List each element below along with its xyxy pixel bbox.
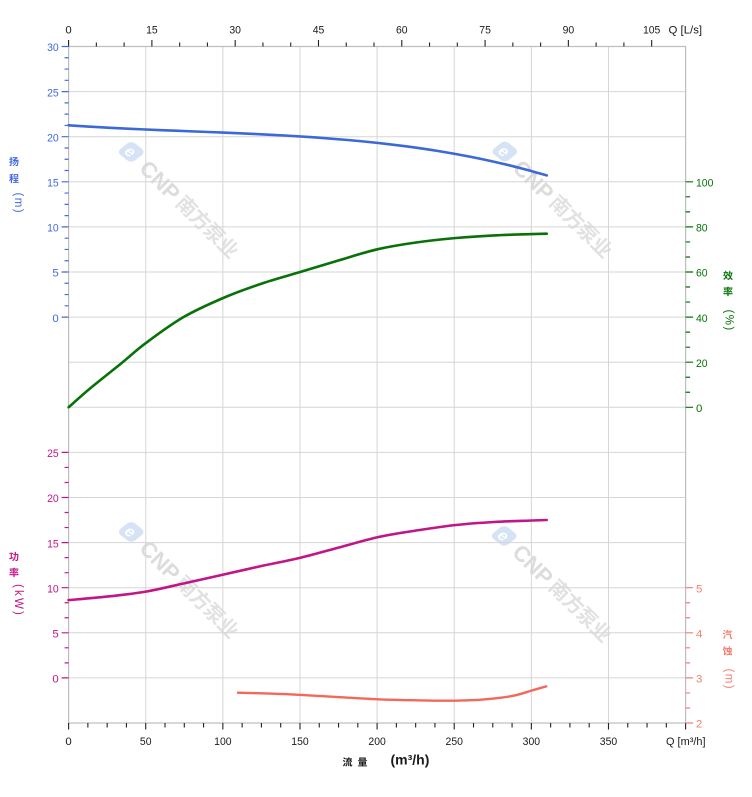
svg-text:200: 200 <box>368 736 385 748</box>
svg-text:30: 30 <box>47 42 59 54</box>
svg-text:(m): (m) <box>12 193 24 214</box>
svg-text:10: 10 <box>47 223 59 235</box>
svg-text:150: 150 <box>291 736 308 748</box>
svg-text:15: 15 <box>47 538 59 550</box>
svg-text:2: 2 <box>696 719 702 731</box>
svg-text:25: 25 <box>47 448 59 460</box>
svg-text:10: 10 <box>47 583 59 595</box>
svg-text:(kW): (kW) <box>12 584 24 617</box>
svg-text:5: 5 <box>52 629 58 641</box>
svg-text:105: 105 <box>643 25 660 37</box>
svg-text:0: 0 <box>696 403 702 415</box>
svg-text:15: 15 <box>146 25 158 37</box>
svg-text:(m³/h): (m³/h) <box>391 751 430 767</box>
svg-text:100: 100 <box>696 178 713 190</box>
svg-text:30: 30 <box>229 25 241 37</box>
svg-text:0: 0 <box>52 313 58 325</box>
svg-text:0: 0 <box>52 674 58 686</box>
svg-text:25: 25 <box>47 87 59 99</box>
svg-text:(%): (%) <box>723 310 735 332</box>
svg-text:3: 3 <box>696 674 702 686</box>
svg-text:60: 60 <box>696 268 708 280</box>
svg-text:45: 45 <box>313 25 325 37</box>
svg-text:300: 300 <box>523 736 540 748</box>
svg-text:90: 90 <box>563 25 575 37</box>
svg-text:Q [m³/h]: Q [m³/h] <box>666 736 706 748</box>
svg-text:0: 0 <box>65 736 71 748</box>
svg-text:50: 50 <box>140 736 152 748</box>
svg-text:15: 15 <box>47 178 59 190</box>
svg-text:20: 20 <box>47 493 59 505</box>
svg-text:40: 40 <box>696 313 708 325</box>
svg-text:Q [L/s]: Q [L/s] <box>669 25 703 37</box>
svg-text:75: 75 <box>479 25 491 37</box>
svg-text:20: 20 <box>696 358 708 370</box>
svg-text:(m): (m) <box>723 669 735 690</box>
svg-text:5: 5 <box>696 583 702 595</box>
svg-text:60: 60 <box>396 25 408 37</box>
svg-text:250: 250 <box>446 736 463 748</box>
svg-text:100: 100 <box>214 736 231 748</box>
svg-text:80: 80 <box>696 223 708 235</box>
svg-text:20: 20 <box>47 132 59 144</box>
svg-text:0: 0 <box>65 25 71 37</box>
svg-text:350: 350 <box>600 736 617 748</box>
svg-text:5: 5 <box>52 268 58 280</box>
svg-text:4: 4 <box>696 629 702 641</box>
